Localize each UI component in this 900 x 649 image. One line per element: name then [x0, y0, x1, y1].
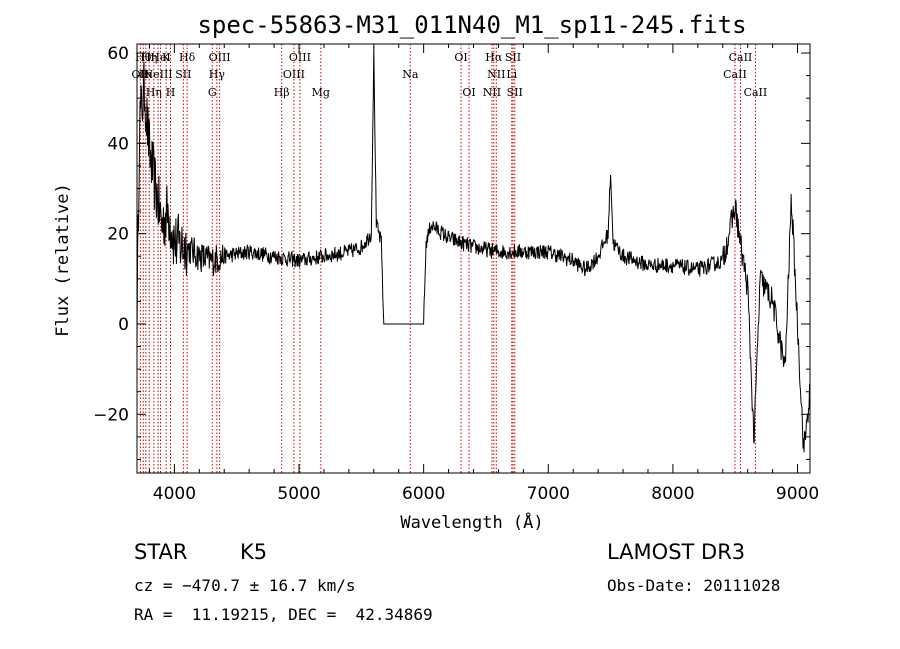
spectral-line-label: Mg [312, 86, 330, 99]
spectral-line-label: OIII [283, 68, 305, 81]
y-axis-label: Flux (relative) [53, 183, 73, 337]
spectrum-line [136, 46, 811, 453]
x-tick-label: 7000 [527, 484, 570, 504]
y-tick-label: 20 [107, 225, 129, 245]
spectral-line-label: Hδ [179, 51, 196, 64]
y-tick-label: 40 [107, 134, 129, 154]
spectral-line-label: CaII [729, 51, 753, 64]
x-tick-label: 8000 [651, 484, 694, 504]
spectral-line-label: Li [506, 68, 517, 81]
spectral-line-label: CaII [744, 86, 768, 99]
spectral-line-label: K [162, 51, 171, 64]
observation-date: Obs-Date: 20111028 [607, 576, 781, 595]
spectral-line-label: OI [454, 51, 467, 64]
redshift-velocity: cz = −470.7 ± 16.7 km/s [134, 576, 356, 595]
object-subclass: K5 [240, 540, 268, 564]
survey-name: LAMOST DR3 [607, 540, 746, 564]
x-axis-ticks: 4000 5000 6000 7000 8000 9000 [148, 44, 819, 504]
x-tick-label: 5000 [277, 484, 320, 504]
x-tick-label: 4000 [153, 484, 196, 504]
spectral-line-label: NII [487, 68, 505, 81]
spectral-line-label: OIII [209, 51, 231, 64]
chart-title: spec-55863-M31_011N40_M1_sp11-245.fits [197, 11, 746, 39]
spectral-line-label: Hι [139, 68, 153, 81]
spectral-line-label: Na [402, 68, 419, 81]
y-tick-label: 60 [107, 44, 129, 64]
spectral-line-label: HeI [150, 51, 170, 64]
spectral-line-label: Hθ [135, 51, 152, 64]
spectral-line-label: NII [483, 86, 501, 99]
spectral-line-label: Hγ [209, 68, 226, 81]
spectral-line-label: Hα [485, 51, 503, 64]
y-tick-label: 0 [118, 315, 129, 335]
spectral-line-label: CaII [723, 68, 747, 81]
x-tick-label: 9000 [776, 484, 819, 504]
object-class: STAR [134, 540, 188, 564]
x-tick-label: 6000 [402, 484, 445, 504]
y-axis-ticks: −20 0 20 40 60 [93, 44, 810, 460]
spectral-line-label: H [166, 86, 176, 99]
spectral-line-label: SII [505, 51, 521, 64]
spectral-line-label: Hη [146, 86, 162, 99]
y-tick-label: −20 [93, 405, 129, 425]
x-axis-label: Wavelength (Å) [400, 511, 543, 533]
plot-frame [136, 43, 811, 474]
spectral-line-label: OI [462, 86, 475, 99]
spectral-line-label: Hβ [274, 86, 290, 99]
spectral-line-label: Hη [141, 51, 157, 64]
spectral-line-label: NeIII [143, 68, 172, 81]
coordinates: RA = 11.19215, DEC = 42.34869 [134, 605, 433, 624]
spectral-line-label: OIII [289, 51, 311, 64]
spectral-line-label: OII [132, 68, 150, 81]
spectral-line-label: G [208, 86, 217, 99]
spectral-line-label: SII [175, 68, 191, 81]
spectral-line-label: SII [507, 86, 523, 99]
